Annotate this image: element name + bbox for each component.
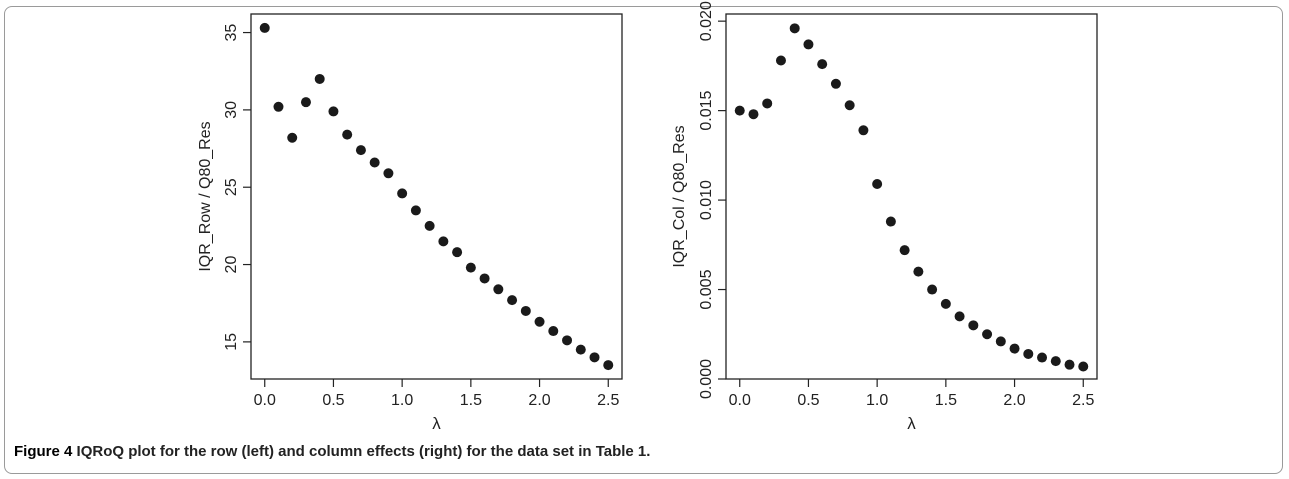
caption-label: Figure 4: [14, 443, 73, 460]
right-data-point: [789, 23, 800, 34]
right-data-point: [885, 216, 896, 227]
left-data-point: [575, 344, 586, 355]
left-data-point: [520, 305, 531, 316]
left-data-point: [438, 236, 449, 247]
left-x-tick-label: 1.5: [460, 392, 482, 409]
left-data-point: [424, 220, 435, 231]
caption-text: IQRoQ plot for the row (left) and column…: [72, 443, 651, 460]
right-data-point: [995, 336, 1006, 347]
left-data-point: [287, 132, 298, 143]
left-data-point: [479, 273, 490, 284]
right-data-point: [940, 298, 951, 309]
left-data-point: [369, 157, 380, 168]
left-data-point: [589, 352, 600, 363]
right-data-point: [899, 245, 910, 256]
right-data-point: [1050, 356, 1061, 367]
left-x-tick-label: 2.0: [528, 392, 550, 409]
right-data-point: [858, 125, 869, 136]
left-data-point: [562, 335, 573, 346]
right-data-point: [1037, 352, 1048, 363]
right-x-tick-label: 0.5: [797, 392, 819, 409]
figure-frame: [4, 6, 1283, 474]
right-data-point: [968, 320, 979, 331]
right-data-point: [844, 100, 855, 111]
left-data-point: [314, 73, 325, 84]
left-data-point: [465, 262, 476, 273]
right-data-point: [734, 105, 745, 116]
left-y-tick-label: 35: [223, 24, 240, 42]
left-y-axis-label: IQR_Row / Q80_Res: [197, 121, 214, 271]
right-data-point: [803, 39, 814, 50]
left-data-point: [548, 326, 559, 337]
left-y-tick-label: 30: [223, 101, 240, 119]
right-data-point: [775, 55, 786, 66]
right-y-axis-label: IQR_Col / Q80_Res: [671, 125, 688, 267]
right-data-point: [1078, 361, 1089, 372]
left-y-tick-label: 25: [223, 178, 240, 196]
right-data-point: [817, 59, 828, 70]
left-data-point: [410, 205, 421, 216]
right-data-point: [762, 98, 773, 109]
left-y-tick-label: 20: [223, 256, 240, 274]
left-x-tick-label: 0.5: [322, 392, 344, 409]
left-x-tick-label: 0.0: [254, 392, 276, 409]
left-data-point: [534, 316, 545, 327]
right-x-tick-label: 0.0: [729, 392, 751, 409]
right-data-point: [830, 78, 841, 89]
right-x-axis-label: λ: [907, 414, 916, 433]
left-data-point: [603, 360, 614, 371]
right-plot-box: [725, 13, 1098, 380]
left-data-point: [383, 168, 394, 179]
left-y-tick-label: 15: [223, 333, 240, 351]
left-data-point: [342, 129, 353, 140]
left-data-point: [493, 284, 504, 295]
right-data-point: [954, 311, 965, 322]
left-data-point: [397, 188, 408, 199]
right-data-point: [1023, 348, 1034, 359]
right-y-tick-label: 0.020: [698, 1, 715, 41]
right-data-point: [927, 284, 938, 295]
right-data-point: [748, 109, 759, 120]
left-data-point: [507, 295, 518, 306]
right-y-tick-label: 0.000: [698, 359, 715, 399]
right-data-point: [1009, 343, 1020, 354]
left-data-point: [452, 247, 463, 258]
left-x-tick-label: 2.5: [597, 392, 619, 409]
right-data-point: [982, 329, 993, 340]
right-x-tick-label: 1.5: [935, 392, 957, 409]
left-data-point: [300, 97, 311, 108]
left-data-point: [328, 106, 339, 117]
right-y-tick-label: 0.010: [698, 180, 715, 220]
figure-caption: Figure 4 IQRoQ plot for the row (left) a…: [14, 443, 650, 460]
right-y-tick-label: 0.005: [698, 269, 715, 309]
left-data-point: [273, 101, 284, 112]
right-data-point: [913, 266, 924, 277]
left-plot-box: [250, 13, 623, 380]
figure-canvas: 0.0 0.5 1.0 1.5 2.0 2.5 15 20 25 30 35 λ IQR_Row / Q…: [197, 1, 1098, 433]
left-x-axis-label: λ: [432, 414, 441, 433]
left-data-point: [259, 22, 270, 33]
right-y-tick-label: 0.015: [698, 91, 715, 131]
right-x-tick-label: 1.0: [866, 392, 888, 409]
right-data-point: [1064, 359, 1075, 370]
right-x-tick-label: 2.5: [1072, 392, 1094, 409]
left-x-tick-label: 1.0: [391, 392, 413, 409]
right-x-tick-label: 2.0: [1003, 392, 1025, 409]
right-data-point: [872, 178, 883, 189]
left-data-point: [355, 145, 366, 156]
